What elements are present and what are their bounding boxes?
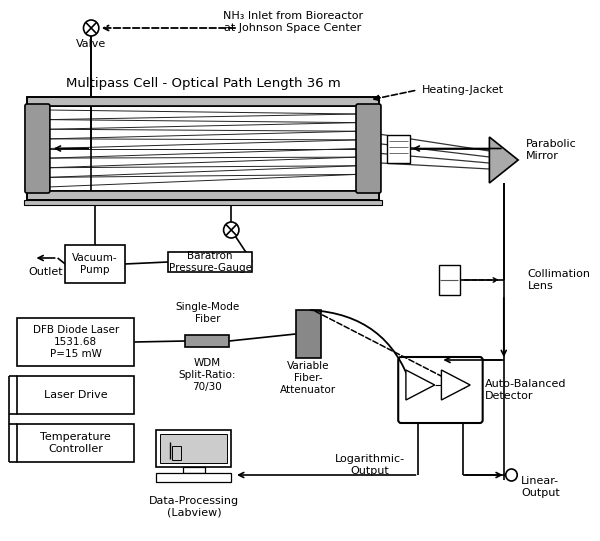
Circle shape: [224, 222, 239, 238]
Bar: [157, 430, 231, 467]
Polygon shape: [406, 370, 434, 400]
Bar: [183, 467, 205, 473]
Text: Data-Processing
(Labview): Data-Processing (Labview): [149, 496, 239, 518]
Text: Linear-
Output: Linear- Output: [521, 476, 560, 498]
Text: Heating-Jacket: Heating-Jacket: [422, 85, 505, 95]
Bar: [27, 97, 379, 200]
Bar: [387, 135, 410, 162]
Polygon shape: [442, 370, 470, 400]
Bar: [17, 376, 134, 414]
Text: Variable
Fiber-
Attenuator: Variable Fiber- Attenuator: [280, 361, 336, 394]
Text: Valve: Valve: [76, 39, 106, 49]
Bar: [439, 265, 460, 295]
Bar: [24, 200, 382, 205]
Text: Single-Mode
Fiber: Single-Mode Fiber: [175, 302, 239, 324]
Text: Baratron
Pressure-Gauge: Baratron Pressure-Gauge: [169, 251, 251, 273]
Bar: [168, 252, 253, 272]
Text: Collimation
Lens: Collimation Lens: [528, 269, 591, 291]
Text: Vacuum-
Pump: Vacuum- Pump: [72, 253, 118, 275]
FancyBboxPatch shape: [25, 104, 50, 193]
Polygon shape: [490, 137, 518, 183]
Bar: [185, 335, 229, 347]
FancyBboxPatch shape: [356, 104, 381, 193]
Text: Laser Drive: Laser Drive: [44, 390, 107, 400]
Bar: [157, 473, 231, 482]
Bar: [27, 191, 379, 200]
Text: Parabolic
Mirror: Parabolic Mirror: [526, 139, 577, 161]
Text: Auto-Balanced
Detector: Auto-Balanced Detector: [485, 379, 566, 401]
Text: Logarithmic-
Output: Logarithmic- Output: [334, 454, 404, 476]
Bar: [160, 434, 227, 463]
Bar: [27, 106, 379, 191]
Text: Outlet: Outlet: [29, 267, 64, 277]
Bar: [65, 245, 125, 283]
Bar: [172, 446, 181, 460]
Text: NH₃ Inlet from Bioreactor
at Johnson Space Center: NH₃ Inlet from Bioreactor at Johnson Spa…: [223, 11, 363, 33]
FancyBboxPatch shape: [398, 357, 482, 423]
Circle shape: [83, 20, 99, 36]
Bar: [296, 310, 320, 358]
Circle shape: [506, 469, 517, 481]
Bar: [17, 318, 134, 366]
Text: DFB Diode Laser
1531.68
P=15 mW: DFB Diode Laser 1531.68 P=15 mW: [32, 325, 119, 359]
Text: Multipass Cell - Optical Path Length 36 m: Multipass Cell - Optical Path Length 36 …: [65, 77, 340, 90]
Text: WDM
Split-Ratio:
70/30: WDM Split-Ratio: 70/30: [179, 358, 236, 392]
Bar: [17, 424, 134, 462]
Text: Temperature
Controller: Temperature Controller: [40, 432, 111, 454]
Bar: [27, 97, 379, 106]
